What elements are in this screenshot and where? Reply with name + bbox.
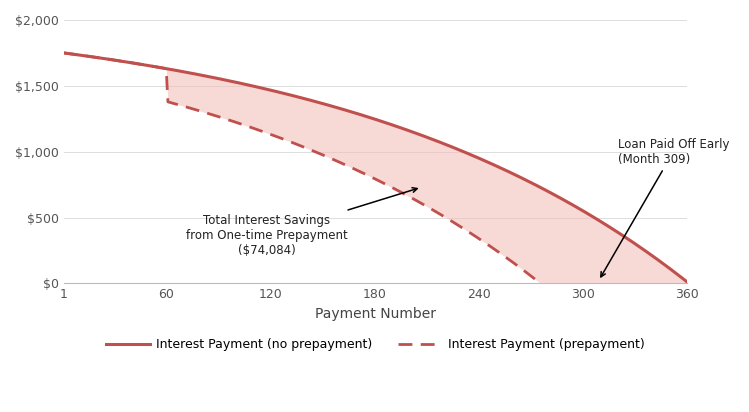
Interest Payment (no prepayment) — [136, 62, 145, 67]
Interest Payment (prepayment) — [344, 164, 353, 169]
Interest Payment (no prepayment) — [332, 105, 341, 110]
Interest Payment (no prepayment) — [682, 279, 691, 284]
Interest Payment (prepayment) — [219, 116, 228, 121]
Interest Payment (no prepayment) — [59, 50, 68, 55]
Interest Payment (prepayment) — [59, 50, 68, 55]
Legend: Interest Payment (no prepayment), Interest Payment (prepayment): Interest Payment (no prepayment), Intere… — [101, 333, 649, 356]
Text: Loan Paid Off Early
(Month 309): Loan Paid Off Early (Month 309) — [601, 138, 730, 277]
Interest Payment (no prepayment) — [648, 253, 657, 258]
Interest Payment (prepayment) — [324, 154, 333, 159]
Interest Payment (no prepayment) — [266, 88, 275, 93]
Interest Payment (prepayment) — [170, 101, 179, 106]
Line: Interest Payment (no prepayment): Interest Payment (no prepayment) — [64, 53, 687, 282]
Text: Total Interest Savings
from One-time Prepayment
($74,084): Total Interest Savings from One-time Pre… — [186, 188, 417, 257]
Interest Payment (prepayment) — [535, 280, 544, 285]
X-axis label: Payment Number: Payment Number — [315, 307, 436, 321]
Interest Payment (prepayment) — [391, 187, 400, 192]
Interest Payment (no prepayment) — [245, 83, 254, 88]
Interest Payment (no prepayment) — [276, 90, 285, 95]
Line: Interest Payment (prepayment): Interest Payment (prepayment) — [64, 53, 539, 283]
Interest Payment (prepayment) — [357, 169, 366, 174]
